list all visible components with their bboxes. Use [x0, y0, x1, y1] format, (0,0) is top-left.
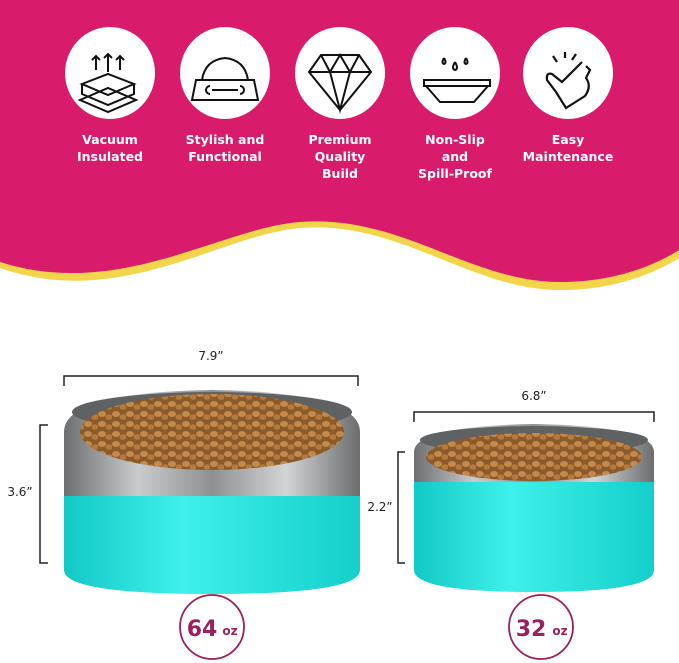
feature-vacuum-insulated: Vacuum Insulated — [65, 27, 155, 164]
capacity-unit: oz — [552, 624, 567, 638]
small-bowl — [414, 424, 654, 592]
insulation-layers-icon — [77, 52, 139, 114]
diamond-icon — [307, 53, 373, 114]
small-bowl-width: 6.8” — [521, 389, 546, 403]
large-bowl-height: 3.6” — [7, 485, 32, 499]
large-bowl — [64, 390, 360, 594]
drops-dish-icon — [423, 57, 491, 103]
feature-label: Non-Slip — [425, 132, 485, 147]
feature-easy-maintenance: Easy Maintenance — [523, 27, 614, 164]
feature-label: Insulated — [77, 149, 143, 164]
capacity-value: 32 — [516, 617, 547, 642]
capacity-value: 64 — [187, 617, 218, 642]
feature-label: and — [442, 149, 468, 164]
dog-bowl-bone-icon — [190, 56, 260, 101]
large-bowl-width: 7.9” — [198, 349, 223, 363]
small-bowl-height: 2.2” — [367, 500, 392, 514]
finger-tap-icon — [545, 52, 592, 110]
feature-label: Premium — [308, 132, 371, 147]
large-bowl-height-dimension — [39, 424, 48, 564]
feature-label: Quality — [315, 149, 366, 164]
feature-label: Easy — [552, 132, 585, 147]
feature-stylish-functional: Stylish and Functional — [180, 27, 270, 164]
capacity-badge-32: 32 oz — [508, 594, 574, 660]
feature-premium-quality: Premium Quality Build — [295, 27, 385, 181]
feature-label: Stylish and — [186, 132, 265, 147]
feature-label: Build — [322, 166, 358, 181]
feature-non-slip: Non-Slip and Spill-Proof — [410, 27, 500, 181]
feature-label: Maintenance — [523, 149, 614, 164]
feature-label: Spill-Proof — [418, 166, 492, 181]
small-bowl-width-dimension — [413, 411, 655, 422]
feature-label: Functional — [188, 149, 262, 164]
small-bowl-height-dimension — [397, 451, 405, 564]
large-bowl-width-dimension — [63, 375, 359, 386]
capacity-unit: oz — [222, 624, 237, 638]
feature-label: Vacuum — [82, 132, 138, 147]
capacity-badge-64: 64 oz — [179, 594, 245, 660]
banner-background — [0, 0, 679, 282]
